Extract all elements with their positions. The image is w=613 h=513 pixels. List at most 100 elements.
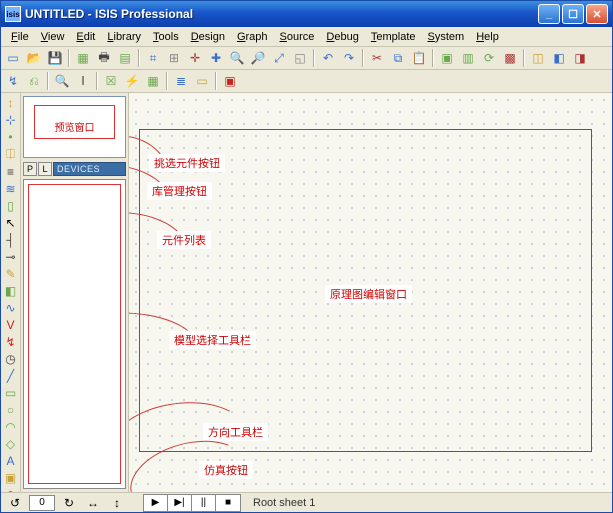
maximize-button[interactable]: ☐ <box>562 4 584 24</box>
rotation-angle-field[interactable]: 0 <box>29 495 55 511</box>
pick-devices-button[interactable]: P <box>23 162 37 176</box>
find-next-icon[interactable]: Ⅰ <box>73 71 93 91</box>
cut-icon[interactable]: ✂ <box>367 48 387 68</box>
origin-icon[interactable]: ✛ <box>185 48 205 68</box>
paste-icon[interactable]: 📋 <box>409 48 429 68</box>
script-icon[interactable]: ≡ <box>2 164 20 180</box>
search-icon[interactable]: 🔍 <box>52 71 72 91</box>
minimize-button[interactable]: _ <box>538 4 560 24</box>
stop-button[interactable]: ■ <box>216 495 240 511</box>
toolbar-separator <box>96 72 98 90</box>
grid-area-icon[interactable]: ▦ <box>73 48 93 68</box>
pause-button[interactable]: || <box>192 495 216 511</box>
menu-system[interactable]: System <box>422 29 471 45</box>
pl-row: P L DEVICES <box>23 161 126 177</box>
annotation-pick-component: 挑选元件按钮 <box>149 154 225 172</box>
device-list-outline <box>28 184 121 484</box>
bom-icon[interactable]: ≣ <box>171 71 191 91</box>
make-device-icon[interactable]: ◧ <box>549 48 569 68</box>
undo-icon[interactable]: ↶ <box>318 48 338 68</box>
pick-package-icon[interactable]: ◫ <box>528 48 548 68</box>
terminal-icon[interactable]: ┤ <box>2 232 20 248</box>
tape-icon[interactable]: ◧ <box>2 283 20 299</box>
path-2d-icon[interactable]: ◇ <box>2 436 20 452</box>
app-window: isis UNTITLED - ISIS Professional _ ☐ ✕ … <box>0 0 613 513</box>
schematic-area[interactable]: 挑选元件按钮 库管理按钮 元件列表 原理图编辑窗口 模型选择工具栏 方向工具栏 … <box>129 93 612 492</box>
block-copy-icon[interactable]: ▣ <box>437 48 457 68</box>
zoom-out-icon[interactable]: 🔎 <box>248 48 268 68</box>
title-doc: UNTITLED <box>25 7 84 21</box>
new-file-icon[interactable]: ▭ <box>3 48 23 68</box>
box-2d-icon[interactable]: ▭ <box>2 385 20 401</box>
arc-2d-icon[interactable]: ◠ <box>2 419 20 435</box>
wire-label-icon[interactable]: ⎌ <box>24 71 44 91</box>
symbol-icon[interactable]: ▣ <box>2 470 20 486</box>
step-button[interactable]: ▶| <box>168 495 192 511</box>
print-icon[interactable]: 🖶 <box>94 48 114 68</box>
zoom-in-icon[interactable]: 🔍 <box>227 48 247 68</box>
menu-graph[interactable]: Graph <box>231 29 274 45</box>
probe-v-icon[interactable]: V <box>2 317 20 333</box>
ares-icon[interactable]: ▦ <box>143 71 163 91</box>
save-icon[interactable]: 💾 <box>45 48 65 68</box>
close-button[interactable]: ✕ <box>586 4 608 24</box>
toolbar-separator <box>68 49 70 67</box>
overview-label: 预览窗口 <box>24 119 125 134</box>
redo-icon[interactable]: ↷ <box>339 48 359 68</box>
zoom-region-icon[interactable]: ◱ <box>290 48 310 68</box>
play-button[interactable]: ▶ <box>144 495 168 511</box>
grid-toggle-icon[interactable]: ⊞ <box>164 48 184 68</box>
bus-icon[interactable]: ≋ <box>2 181 20 197</box>
menu-template[interactable]: Template <box>365 29 422 45</box>
center-icon[interactable]: ✚ <box>206 48 226 68</box>
block-rotate-icon[interactable]: ⟳ <box>479 48 499 68</box>
line-2d-icon[interactable]: ╱ <box>2 368 20 384</box>
menu-library[interactable]: Library <box>101 29 147 45</box>
sheet-icon[interactable]: ▤ <box>115 48 135 68</box>
flip-horizontal-button[interactable]: ↔ <box>83 493 103 513</box>
block-delete-icon[interactable]: ▩ <box>500 48 520 68</box>
rotate-ccw-button[interactable]: ↺ <box>5 493 25 513</box>
probe-i-icon[interactable]: ↯ <box>2 334 20 350</box>
menu-edit[interactable]: Edit <box>70 29 101 45</box>
menu-view[interactable]: View <box>35 29 71 45</box>
pin-icon[interactable]: ⊸ <box>2 249 20 265</box>
report-icon[interactable]: ▭ <box>192 71 212 91</box>
open-file-icon[interactable]: 📂 <box>24 48 44 68</box>
libraries-button[interactable]: L <box>38 162 52 176</box>
capture-icon[interactable]: ▣ <box>220 71 240 91</box>
rotate-cw-button[interactable]: ↻ <box>59 493 79 513</box>
mode-toolbar: ↕⊹•⎅≡≋▯↖┤⊸✎◧∿V↯◷╱▭○◠◇A▣⊕ <box>1 93 21 492</box>
device-list[interactable] <box>23 179 126 489</box>
menu-file[interactable]: File <box>5 29 35 45</box>
instruments-icon[interactable]: ◷ <box>2 351 20 367</box>
zoom-fit-icon[interactable]: ⤢ <box>269 48 289 68</box>
erc-icon[interactable]: ☒ <box>101 71 121 91</box>
junction-icon[interactable]: • <box>2 129 20 145</box>
menu-source[interactable]: Source <box>274 29 321 45</box>
netlist-icon[interactable]: ⚡ <box>122 71 142 91</box>
graph-icon[interactable]: ✎ <box>2 266 20 282</box>
circle-2d-icon[interactable]: ○ <box>2 402 20 418</box>
pointer-icon[interactable]: ↖ <box>2 215 20 231</box>
menu-tools[interactable]: Tools <box>147 29 185 45</box>
label-icon[interactable]: ⎅ <box>2 146 20 163</box>
selection-arrow-icon[interactable]: ↕ <box>2 95 20 111</box>
overview-window[interactable]: 预览窗口 <box>23 96 126 158</box>
annotation-lib-manager: 库管理按钮 <box>147 182 212 200</box>
menu-help[interactable]: Help <box>470 29 505 45</box>
menu-design[interactable]: Design <box>185 29 231 45</box>
wire-tool-icon[interactable]: ↯ <box>3 71 23 91</box>
menu-debug[interactable]: Debug <box>320 29 364 45</box>
copy-icon[interactable]: ⧉ <box>388 48 408 68</box>
text-2d-icon[interactable]: A <box>2 453 20 469</box>
subcircuit-icon[interactable]: ▯ <box>2 198 20 214</box>
title-bar[interactable]: isis UNTITLED - ISIS Professional _ ☐ ✕ <box>1 1 612 27</box>
annotation-schematic-window: 原理图编辑窗口 <box>325 285 412 303</box>
block-move-icon[interactable]: ▥ <box>458 48 478 68</box>
component-mode-icon[interactable]: ⊹ <box>2 112 20 128</box>
decompose-icon[interactable]: ◨ <box>570 48 590 68</box>
generator-icon[interactable]: ∿ <box>2 300 20 316</box>
flip-vertical-button[interactable]: ↕ <box>107 493 127 513</box>
zoom-area-icon[interactable]: ⌗ <box>143 48 163 68</box>
